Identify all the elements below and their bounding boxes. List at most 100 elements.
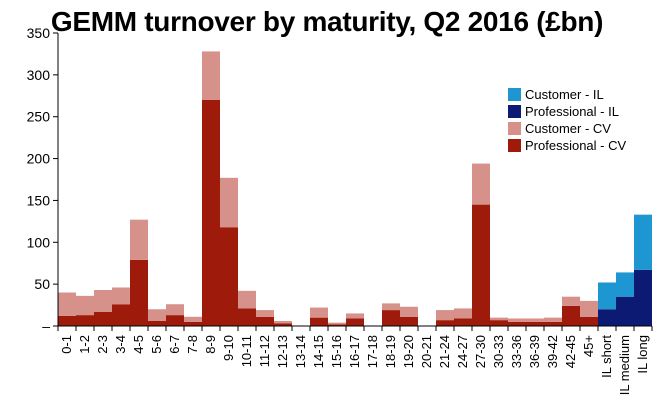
x-tick-label: 12-13: [275, 335, 290, 368]
x-tick-label: IL long: [635, 335, 650, 374]
bar-21-24-professional-cv: [436, 320, 454, 326]
x-tick-label: 6-7: [167, 335, 182, 354]
bar-12-13-professional-cv: [274, 323, 292, 326]
bar-IL short-customer-il: [598, 282, 616, 310]
bar-IL long-customer-il: [634, 214, 652, 270]
x-tick-label: 2-3: [95, 335, 110, 354]
bar-5-6-professional-cv: [148, 320, 166, 326]
bar-1-2-customer-cv: [76, 295, 94, 316]
x-tick-label: 24-27: [455, 335, 470, 368]
x-tick-label: 27-30: [473, 335, 488, 368]
bar-27-30-customer-cv: [472, 163, 490, 205]
x-tick-label: 39-42: [545, 335, 560, 368]
x-tick-label: 15-16: [329, 335, 344, 368]
bar-36-39-customer-cv: [526, 318, 544, 322]
x-tick-label: 20-21: [419, 335, 434, 368]
x-tick-label: 19-20: [401, 335, 416, 368]
bars-layer: [58, 51, 652, 326]
x-tick-label: 7-8: [185, 335, 200, 354]
y-tick-label: 150: [27, 192, 51, 208]
y-tick-label: 350: [27, 25, 51, 41]
bar-19-20-customer-cv: [400, 306, 418, 317]
bar-30-33-professional-cv: [490, 320, 508, 326]
legend-swatch: [508, 105, 521, 118]
chart-title: GEMM turnover by maturity, Q2 2016 (£bn): [50, 6, 604, 37]
bar-5-6-customer-cv: [148, 309, 166, 321]
bar-2-3-customer-cv: [94, 290, 112, 312]
chart-legend: Customer - IL Professional - IL Customer -…: [508, 86, 626, 154]
bar-12-13-customer-cv: [274, 320, 292, 324]
bar-24-27-customer-cv: [454, 308, 472, 319]
legend-item: Professional - IL: [508, 103, 626, 120]
bar-19-20-professional-cv: [400, 316, 418, 326]
bar-1-2-professional-cv: [76, 315, 94, 326]
bar-4-5-customer-cv: [130, 219, 148, 260]
legend-item: Customer - CV: [508, 120, 626, 137]
x-tick-label: 5-6: [149, 335, 164, 354]
x-tick-label: 14-15: [311, 335, 326, 368]
bar-7-8-customer-cv: [184, 316, 202, 322]
bar-8-9-customer-cv: [202, 51, 220, 100]
x-tick-label: 17-18: [365, 335, 380, 368]
bar-IL long-professional-il: [634, 269, 652, 326]
legend-label: Customer - CV: [525, 121, 611, 136]
legend-item: Customer - IL: [508, 86, 626, 103]
bar-11-12-customer-cv: [256, 310, 274, 317]
x-tick-label: 36-39: [527, 335, 542, 368]
bar-42-45-customer-cv: [562, 296, 580, 306]
bar-33-36-professional-cv: [508, 321, 526, 326]
bar-IL medium-customer-il: [616, 272, 634, 297]
x-tick-label: 13-14: [293, 335, 308, 368]
bar-18-19-customer-cv: [382, 303, 400, 311]
x-tick-label: IL medium: [617, 335, 632, 395]
bar-9-10-professional-cv: [220, 227, 238, 326]
x-tick-label: 10-11: [239, 335, 254, 367]
axes-layer: – 50 100 150 200 250 300 350 0-1 1-2 2-3 3-4 4-5 5-6 6…: [27, 25, 653, 395]
x-tick-label: 9-10: [221, 335, 236, 361]
bar-6-7-customer-cv: [166, 304, 184, 316]
legend-label: Professional - CV: [525, 138, 627, 153]
bar-16-17-customer-cv: [346, 313, 364, 319]
bar-6-7-professional-cv: [166, 315, 184, 326]
legend-label: Customer - IL: [525, 87, 604, 102]
bar-45+-professional-cv: [580, 316, 598, 326]
x-tick-label: 42-45: [563, 335, 578, 368]
bar-30-33-customer-cv: [490, 317, 508, 321]
bar-45+-customer-cv: [580, 300, 598, 317]
bar-15-16-customer-cv: [328, 322, 346, 325]
y-tick-label: 250: [27, 109, 51, 125]
x-tick-label: 8-9: [203, 335, 218, 354]
bar-0-1-customer-cv: [58, 292, 76, 316]
x-tick-label: 30-33: [491, 335, 506, 368]
bar-10-11-professional-cv: [238, 308, 256, 326]
bar-18-19-professional-cv: [382, 310, 400, 326]
bar-42-45-professional-cv: [562, 305, 580, 326]
bar-16-17-professional-cv: [346, 318, 364, 326]
legend-label: Professional - IL: [525, 104, 619, 119]
bar-4-5-professional-cv: [130, 259, 148, 326]
bar-10-11-customer-cv: [238, 290, 256, 309]
legend-swatch: [508, 122, 521, 135]
bar-3-4-professional-cv: [112, 304, 130, 326]
x-tick-label: 45+: [581, 335, 596, 357]
bar-0-1-professional-cv: [58, 315, 76, 326]
bar-2-3-professional-cv: [94, 311, 112, 326]
bar-11-12-professional-cv: [256, 316, 274, 326]
bar-IL short-professional-il: [598, 309, 616, 326]
x-tick-label: 18-19: [383, 335, 398, 368]
bar-21-24-customer-cv: [436, 310, 454, 321]
x-tick-label: 16-17: [347, 335, 362, 368]
x-tick-label: 11-12: [257, 335, 272, 367]
bar-24-27-professional-cv: [454, 318, 472, 326]
y-tick-label: 50: [34, 276, 50, 292]
legend-item: Professional - CV: [508, 137, 626, 154]
y-tick-label: 300: [27, 67, 51, 83]
bar-IL medium-professional-il: [616, 296, 634, 326]
bar-15-16-professional-cv: [328, 324, 346, 326]
bar-33-36-customer-cv: [508, 318, 526, 322]
bar-27-30-professional-cv: [472, 204, 490, 326]
x-tick-label: 0-1: [59, 335, 74, 354]
bar-3-4-customer-cv: [112, 287, 130, 305]
bar-9-10-customer-cv: [220, 177, 238, 228]
